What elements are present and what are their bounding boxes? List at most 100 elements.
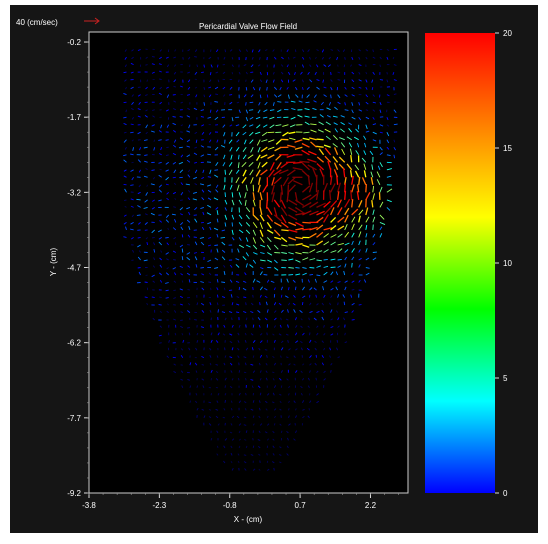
- flow-vector: [267, 200, 268, 209]
- flow-vector: [130, 185, 133, 186]
- y-axis-label: Y - (cm): [49, 248, 58, 277]
- flow-vector: [173, 177, 176, 178]
- flow-vector: [253, 287, 254, 290]
- flow-vector: [225, 50, 226, 53]
- flow-vector: [267, 453, 268, 455]
- x-tick-label: -0.8: [223, 501, 237, 510]
- flow-vector: [131, 260, 133, 261]
- flow-vector: [295, 50, 296, 53]
- flow-vector: [352, 320, 355, 321]
- flow-vector: [239, 370, 240, 373]
- flow-vector: [295, 287, 296, 290]
- flow-vector: [152, 237, 155, 238]
- flow-vector: [194, 57, 197, 58]
- flow-vector: [337, 176, 338, 185]
- flow-vector: [221, 282, 225, 283]
- flow-vector: [183, 57, 184, 60]
- flow-vector: [253, 295, 254, 298]
- flow-vector: [188, 290, 190, 291]
- flow-vector: [253, 446, 254, 448]
- flow-vector: [166, 140, 169, 141]
- flow-vector: [182, 256, 183, 260]
- flow-vector: [211, 50, 212, 52]
- flow-vector: [260, 302, 261, 305]
- flow-vector: [201, 72, 204, 73]
- flow-vector: [239, 80, 240, 83]
- colorbar-tick-label: 10: [503, 259, 512, 268]
- flow-vector: [338, 80, 341, 81]
- flow-vector: [232, 72, 233, 74]
- flow-vector: [145, 65, 147, 66]
- flow-vector: [225, 192, 226, 197]
- flow-vector: [331, 370, 332, 373]
- flow-vector: [160, 169, 162, 170]
- y-tick-label: -1.7: [67, 113, 81, 122]
- flow-vector: [246, 87, 247, 90]
- x-tick-label: 2.2: [365, 501, 377, 510]
- colorbar: [425, 33, 495, 493]
- flow-vector: [173, 260, 176, 261]
- flow-vector: [264, 275, 268, 276]
- flow-vector: [218, 309, 219, 312]
- flow-vector: [345, 57, 346, 60]
- flow-vector: [253, 325, 254, 328]
- flow-vector: [310, 274, 314, 275]
- flow-vector: [253, 438, 254, 440]
- flow-vector: [331, 95, 332, 99]
- flow-vector: [246, 302, 247, 305]
- flow-vector: [338, 303, 339, 306]
- flow-vector: [337, 340, 338, 343]
- flow-vector: [394, 124, 398, 125]
- flow-vector: [331, 72, 332, 75]
- flow-vector: [137, 215, 141, 216]
- flow-vector: [380, 65, 381, 67]
- flow-vector: [194, 320, 197, 321]
- x-tick-label: 0.7: [295, 501, 307, 510]
- flow-vector: [351, 155, 352, 162]
- flow-vector: [124, 72, 127, 73]
- flow-vector: [159, 305, 162, 306]
- flow-vector: [165, 237, 168, 238]
- flow-vector: [179, 147, 183, 148]
- flow-vector: [265, 350, 267, 351]
- y-tick-label: -3.2: [67, 188, 81, 197]
- flow-vector: [317, 139, 324, 140]
- y-tick-label: -0.2: [67, 38, 81, 47]
- flow-vector: [152, 57, 155, 58]
- flow-vector: [211, 393, 212, 395]
- flow-vector: [138, 268, 141, 269]
- reference-vector-label: 40 (cm/sec): [16, 18, 58, 27]
- flow-vector: [366, 184, 367, 192]
- flow-vector: [225, 348, 226, 351]
- flow-vector: [387, 72, 388, 74]
- flow-vector: [267, 95, 268, 98]
- flow-vector: [246, 102, 247, 105]
- colorbar-tick-label: 0: [503, 489, 508, 498]
- flow-vector: [352, 263, 353, 268]
- flow-vector: [302, 302, 303, 305]
- flow-vector: [217, 295, 218, 298]
- chart-title: Pericardial Valve Flow Field: [199, 22, 297, 31]
- flow-vector: [380, 80, 383, 81]
- flow-vector: [180, 117, 183, 118]
- flow-vector: [159, 79, 162, 80]
- flow-vector: [214, 245, 218, 246]
- flow-vector: [190, 401, 191, 403]
- flow-vector: [246, 80, 247, 82]
- flow-vector: [208, 177, 211, 178]
- flow-vector: [187, 328, 190, 329]
- flow-vector: [166, 184, 169, 185]
- flow-vector: [316, 146, 323, 147]
- flow-vector: [187, 245, 190, 246]
- flow-vector: [267, 87, 268, 90]
- flow-vector: [338, 65, 339, 67]
- colorbar-tick-label: 5: [503, 374, 508, 383]
- flow-vector: [182, 234, 183, 237]
- flow-vector: [208, 282, 211, 283]
- flow-vector: [310, 268, 315, 269]
- flow-vector: [173, 290, 175, 291]
- flow-vector: [182, 249, 183, 253]
- flow-vector: [225, 385, 226, 387]
